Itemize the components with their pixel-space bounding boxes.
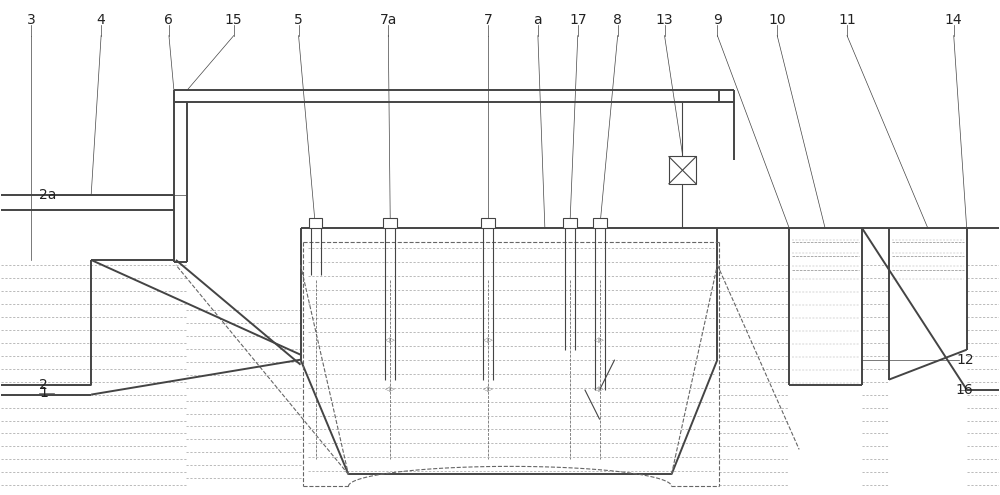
Text: 9: 9 [713, 13, 722, 27]
Bar [309, 218, 322, 228]
Text: 7: 7 [484, 13, 492, 27]
Text: 16: 16 [956, 383, 974, 396]
Text: ◁▷: ◁▷ [385, 387, 396, 393]
Text: 1: 1 [39, 386, 48, 399]
Bar [383, 218, 397, 228]
Text: a: a [534, 13, 542, 27]
Text: 15: 15 [225, 13, 243, 27]
Text: 11: 11 [838, 13, 856, 27]
Text: 2: 2 [39, 378, 48, 392]
Text: 8: 8 [613, 13, 622, 27]
Text: 5: 5 [294, 13, 303, 27]
Text: ◁▷: ◁▷ [385, 337, 396, 343]
Text: ◁▷: ◁▷ [483, 337, 493, 343]
Text: ◁▷: ◁▷ [594, 337, 605, 343]
Bar [593, 218, 607, 228]
Bar [481, 218, 495, 228]
Text: ◁▷: ◁▷ [483, 387, 493, 393]
Text: 17: 17 [569, 13, 587, 27]
Text: 10: 10 [768, 13, 786, 27]
Text: 2a: 2a [39, 188, 57, 202]
Text: 6: 6 [164, 13, 173, 27]
Text: 13: 13 [656, 13, 673, 27]
Text: ◁▷: ◁▷ [594, 387, 605, 393]
Text: 7a: 7a [380, 13, 397, 27]
Text: 12: 12 [956, 352, 974, 367]
Text: 4: 4 [97, 13, 105, 27]
Bar [669, 156, 696, 184]
Bar [563, 218, 577, 228]
Text: 3: 3 [27, 13, 36, 27]
Text: 14: 14 [945, 13, 963, 27]
